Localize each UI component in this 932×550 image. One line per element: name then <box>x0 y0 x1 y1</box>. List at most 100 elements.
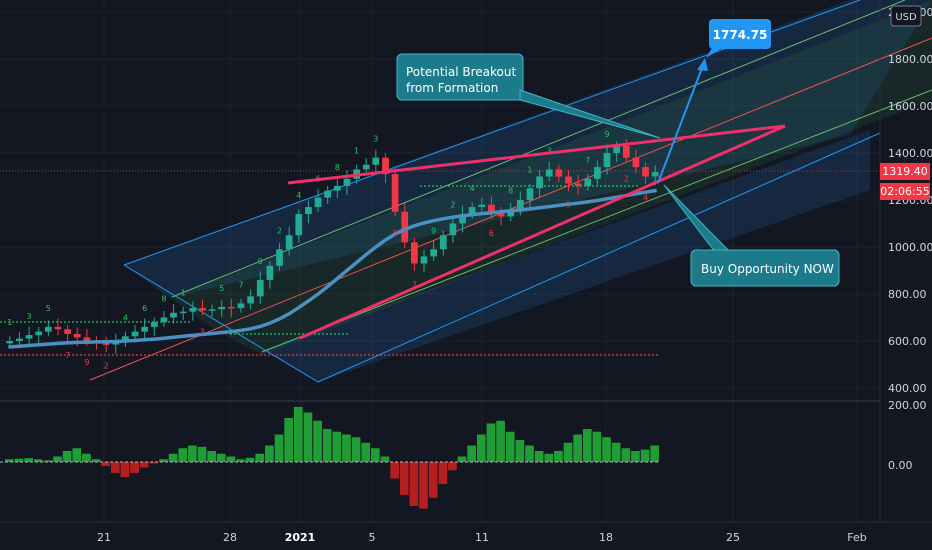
histogram-bar <box>14 458 24 462</box>
count-marker: 8 <box>508 186 513 195</box>
time-tick-label: Feb <box>847 531 866 544</box>
histogram-bar <box>496 420 505 462</box>
histogram-bar <box>313 420 322 462</box>
histogram-bar <box>486 423 496 462</box>
breakout-callout[interactable]: Potential Breakout from Formation <box>396 53 661 139</box>
count-marker: 5 <box>393 229 398 238</box>
candle-body <box>565 176 572 184</box>
oscillator-histogram <box>5 407 660 509</box>
count-marker: 6 <box>142 304 147 313</box>
count-marker: 5 <box>219 284 224 293</box>
candle-body <box>266 265 274 280</box>
count-marker: 2 <box>624 175 629 184</box>
count-marker: 2 <box>450 201 455 210</box>
histogram-bar <box>197 446 207 462</box>
candle-body <box>574 183 582 186</box>
candle-body <box>83 337 91 341</box>
regression-channel <box>89 0 932 383</box>
candle-body <box>382 157 389 175</box>
oscillator-tick-label: 0.00 <box>888 459 913 472</box>
count-marker: 9 <box>84 358 89 367</box>
candle-body <box>35 331 43 336</box>
price-tick-label: 1400.00 <box>888 147 932 160</box>
candle-body <box>536 176 543 189</box>
breakout-callout-pointer <box>519 89 661 139</box>
breakout-callout-box <box>396 53 524 101</box>
buy-callout-box <box>690 249 840 287</box>
histogram-bar <box>419 462 428 509</box>
price-axis[interactable]: 400.00600.00800.001000.001200.001400.001… <box>888 6 932 395</box>
count-marker: 3 <box>200 327 205 336</box>
candle-body <box>362 164 370 170</box>
candle-body <box>430 249 438 257</box>
breakout-callout-line1: Potential Breakout <box>406 65 516 79</box>
candle-body <box>651 172 659 177</box>
candle-body <box>622 145 630 158</box>
channel-left-edge <box>123 264 319 383</box>
histogram-bar <box>72 448 82 462</box>
histogram-bar <box>188 445 197 462</box>
histogram-bar <box>457 456 467 462</box>
candle-body <box>25 335 33 339</box>
candle-body <box>439 235 447 250</box>
count-marker: 9 <box>258 257 263 266</box>
candle-body <box>64 329 71 334</box>
time-axis[interactable]: 21 28 2021 5 11 18 25 Feb <box>97 531 867 544</box>
candle-body <box>54 326 62 330</box>
candle-body <box>526 188 534 200</box>
candle-body <box>545 169 553 177</box>
candle-body <box>584 178 592 186</box>
histogram-bar <box>602 437 611 462</box>
candle-body <box>468 207 476 215</box>
histogram-bar <box>371 448 380 462</box>
candle-body <box>449 223 457 236</box>
count-marker: 9 <box>431 226 436 235</box>
candle-body <box>478 204 486 208</box>
target-callout-text: 1774.75 <box>713 28 768 42</box>
candle-body <box>247 296 254 304</box>
candle-body <box>16 338 23 341</box>
price-tick-label: 1600.00 <box>888 100 932 113</box>
histogram-bar <box>640 449 650 462</box>
histogram-bar <box>563 442 573 462</box>
histogram-bar <box>448 462 457 471</box>
histogram-bar <box>284 418 294 462</box>
candle-body <box>160 317 168 323</box>
oscillator-axis[interactable]: 200.00 0.00 <box>888 399 927 472</box>
candle-body <box>420 256 428 264</box>
candle-body <box>333 185 341 191</box>
candle-body <box>285 235 293 250</box>
candle-body <box>305 207 312 215</box>
histogram-bar <box>255 453 265 462</box>
candle-body <box>411 242 418 264</box>
time-tick-label: 2021 <box>285 531 316 544</box>
count-marker: 8 <box>161 295 166 304</box>
histogram-bar <box>178 448 188 462</box>
target-callout-pointer <box>706 48 722 58</box>
count-marker: 8 <box>335 163 340 172</box>
price-tick-label: 1000.00 <box>888 241 932 254</box>
currency-badge-text: USD <box>895 12 917 23</box>
histogram-bar <box>5 459 14 462</box>
histogram-bar <box>43 460 53 462</box>
count-marker: 7 <box>238 280 243 289</box>
histogram-bar <box>216 453 226 462</box>
candle-body <box>6 341 14 344</box>
buy-callout[interactable]: Buy Opportunity NOW <box>663 184 840 287</box>
count-marker: 1 <box>7 318 12 327</box>
count-marker: 1 <box>181 289 186 298</box>
price-tick-label: 400.00 <box>888 382 927 395</box>
histogram-bar <box>399 462 409 495</box>
candle-body <box>102 343 110 345</box>
candle-body <box>343 178 351 186</box>
currency-badge[interactable]: USD <box>890 5 922 27</box>
histogram-bar <box>159 459 168 462</box>
target-callout[interactable]: 1774.75 <box>706 19 771 58</box>
oscillator-tick-label: 200.00 <box>888 399 927 412</box>
countdown-tag-box <box>880 183 930 200</box>
histogram-bar <box>274 434 284 462</box>
count-marker: 7 <box>585 156 590 165</box>
current-price-tag-box <box>880 163 930 180</box>
histogram-bar <box>236 459 245 462</box>
